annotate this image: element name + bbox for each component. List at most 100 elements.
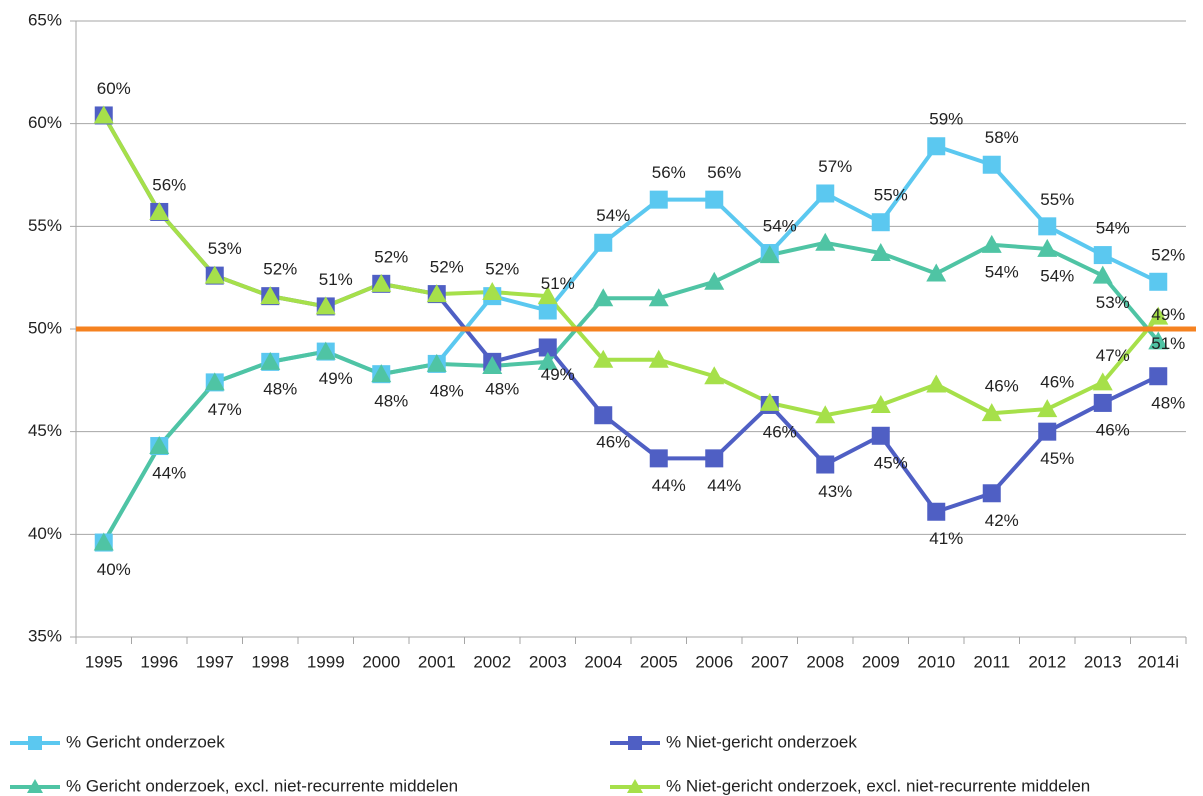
- marker: [593, 349, 614, 368]
- marker: [594, 233, 613, 252]
- x-tick-label: 1998: [251, 652, 289, 671]
- marker: [815, 232, 836, 251]
- data-label: 52%: [430, 258, 464, 277]
- marker: [871, 426, 890, 445]
- legend-label: % Gericht onderzoek, excl. niet-recurren…: [66, 776, 458, 795]
- marker: [982, 155, 1001, 174]
- data-label: 52%: [263, 260, 297, 279]
- x-tick-label: 2011: [973, 652, 1010, 671]
- marker: [759, 245, 780, 264]
- data-label: 58%: [985, 128, 1019, 147]
- marker: [1093, 246, 1112, 265]
- legend-marker: [628, 736, 642, 750]
- data-label: 49%: [541, 365, 575, 384]
- data-label: 44%: [652, 476, 686, 495]
- data-label: 54%: [763, 217, 797, 236]
- data-label: 48%: [1151, 394, 1185, 413]
- marker: [1148, 331, 1169, 350]
- x-tick-label: 1997: [196, 652, 234, 671]
- data-label: 46%: [985, 377, 1019, 396]
- marker: [705, 190, 724, 209]
- marker: [260, 351, 281, 370]
- data-label: 52%: [485, 260, 519, 279]
- x-tick-label: 2013: [1084, 652, 1122, 671]
- x-tick-label: 2004: [584, 652, 622, 671]
- data-label: 53%: [1096, 293, 1130, 312]
- x-tick-label: 2006: [695, 652, 733, 671]
- marker: [371, 364, 392, 383]
- marker: [1037, 238, 1058, 257]
- marker: [816, 455, 835, 474]
- marker: [982, 484, 1001, 503]
- data-label: 46%: [1040, 373, 1074, 392]
- y-tick-label: 40%: [28, 524, 62, 543]
- data-label: 54%: [596, 206, 630, 225]
- y-tick-label: 45%: [28, 421, 62, 440]
- data-label: 47%: [208, 400, 242, 419]
- x-tick-label: 2014i: [1137, 652, 1179, 671]
- data-label: 59%: [929, 110, 963, 129]
- data-label: 45%: [1040, 449, 1074, 468]
- marker: [704, 271, 725, 290]
- marker: [1092, 265, 1113, 284]
- y-tick-label: 55%: [28, 216, 62, 235]
- data-label: 51%: [541, 274, 575, 293]
- data-label: 53%: [208, 239, 242, 258]
- marker: [1148, 306, 1169, 325]
- x-tick-label: 2002: [473, 652, 511, 671]
- data-label: 45%: [874, 453, 908, 472]
- data-label: 52%: [374, 247, 408, 266]
- marker: [815, 405, 836, 424]
- series-line: [102, 240, 1160, 544]
- marker: [649, 449, 668, 468]
- legend-label: % Gericht onderzoek: [66, 732, 225, 751]
- y-tick-label: 60%: [28, 113, 62, 132]
- x-tick-label: 1996: [140, 652, 178, 671]
- x-tick-label: 2001: [418, 652, 456, 671]
- marker: [538, 338, 557, 357]
- marker: [204, 372, 225, 391]
- marker: [870, 243, 891, 262]
- data-label: 55%: [874, 186, 908, 205]
- marker: [704, 366, 725, 385]
- marker: [981, 403, 1002, 422]
- marker: [537, 351, 558, 370]
- x-tick-label: 2003: [529, 652, 567, 671]
- data-label: 60%: [97, 79, 131, 98]
- data-label: 49%: [1151, 305, 1185, 324]
- data-label: 46%: [763, 422, 797, 441]
- data-label: 46%: [596, 433, 630, 452]
- marker: [204, 265, 225, 284]
- data-label: 48%: [263, 379, 297, 398]
- y-tick-label: 50%: [28, 318, 62, 337]
- marker: [593, 288, 614, 307]
- marker: [482, 355, 503, 374]
- marker: [482, 282, 503, 301]
- data-label: 42%: [985, 511, 1019, 530]
- y-tick-label: 65%: [28, 10, 62, 29]
- marker: [705, 449, 724, 468]
- marker: [93, 105, 114, 124]
- marker: [981, 234, 1002, 253]
- data-label: 47%: [1096, 346, 1130, 365]
- marker: [93, 532, 114, 551]
- marker: [927, 137, 946, 156]
- marker: [1092, 372, 1113, 391]
- legend-marker: [28, 736, 42, 750]
- series-line: [102, 114, 1160, 418]
- data-label: 54%: [1040, 266, 1074, 285]
- marker: [426, 353, 447, 372]
- marker: [1149, 367, 1168, 386]
- x-tick-label: 2012: [1028, 652, 1066, 671]
- x-tick-label: 2005: [640, 652, 678, 671]
- x-tick-label: 2009: [862, 652, 900, 671]
- data-label: 48%: [485, 379, 519, 398]
- marker: [649, 190, 668, 209]
- x-tick-label: 1995: [85, 652, 123, 671]
- legend-marker: [627, 779, 643, 793]
- data-label: 48%: [430, 381, 464, 400]
- marker: [927, 502, 946, 521]
- data-label: 43%: [818, 482, 852, 501]
- y-tick-label: 35%: [28, 626, 62, 645]
